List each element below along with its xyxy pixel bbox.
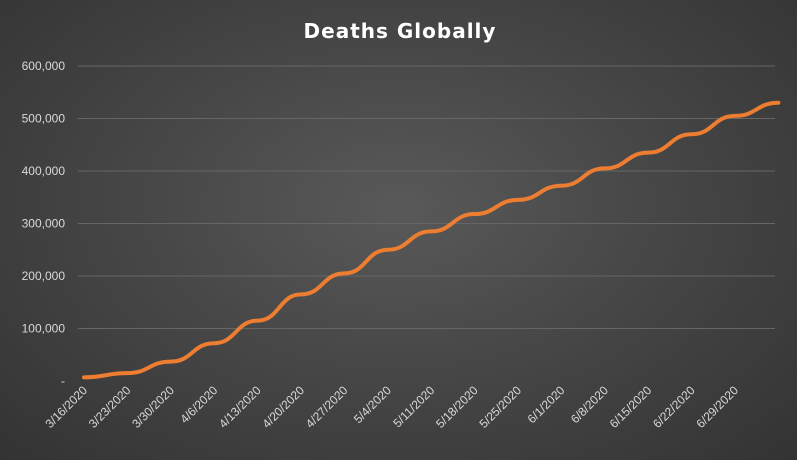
x-tick-label: 6/15/2020: [607, 383, 655, 431]
x-tick-label: 5/11/2020: [390, 383, 437, 430]
x-tick-label: 5/18/2020: [433, 383, 481, 431]
x-tick-label: 6/1/2020: [525, 383, 568, 426]
series-line: [82, 100, 781, 380]
x-tick-label: 4/27/2020: [303, 383, 351, 431]
x-tick-label: 3/23/2020: [86, 383, 134, 431]
y-tick-label: 200,000: [22, 269, 66, 283]
y-tick-label: 300,000: [22, 217, 66, 231]
x-tick-label: 3/30/2020: [129, 383, 177, 431]
chart-title: Deaths Globally: [304, 19, 497, 43]
x-tick-label: 4/13/2020: [216, 383, 264, 431]
x-tick-label: 5/25/2020: [476, 383, 524, 431]
x-tick-label: 6/8/2020: [568, 383, 611, 426]
x-tick-label: 4/20/2020: [259, 383, 307, 431]
x-tick-label: 5/4/2020: [351, 383, 394, 426]
x-tick-label: 6/29/2020: [693, 383, 741, 431]
series-layer: [82, 100, 781, 380]
x-tick-label: 6/22/2020: [650, 383, 698, 431]
y-tick-label: -: [61, 374, 65, 388]
y-tick-label: 500,000: [22, 112, 66, 126]
y-tick-label: 100,000: [22, 322, 66, 336]
y-tick-label: 600,000: [22, 59, 66, 73]
x-tick-label: 3/16/2020: [42, 383, 90, 431]
y-axis-ticks: - 100,000 200,000 300,000 400,000 500,000 600,…: [22, 59, 66, 388]
gridlines: [78, 65, 775, 329]
y-tick-label: 400,000: [22, 164, 66, 178]
x-tick-label: 4/6/2020: [177, 383, 220, 426]
